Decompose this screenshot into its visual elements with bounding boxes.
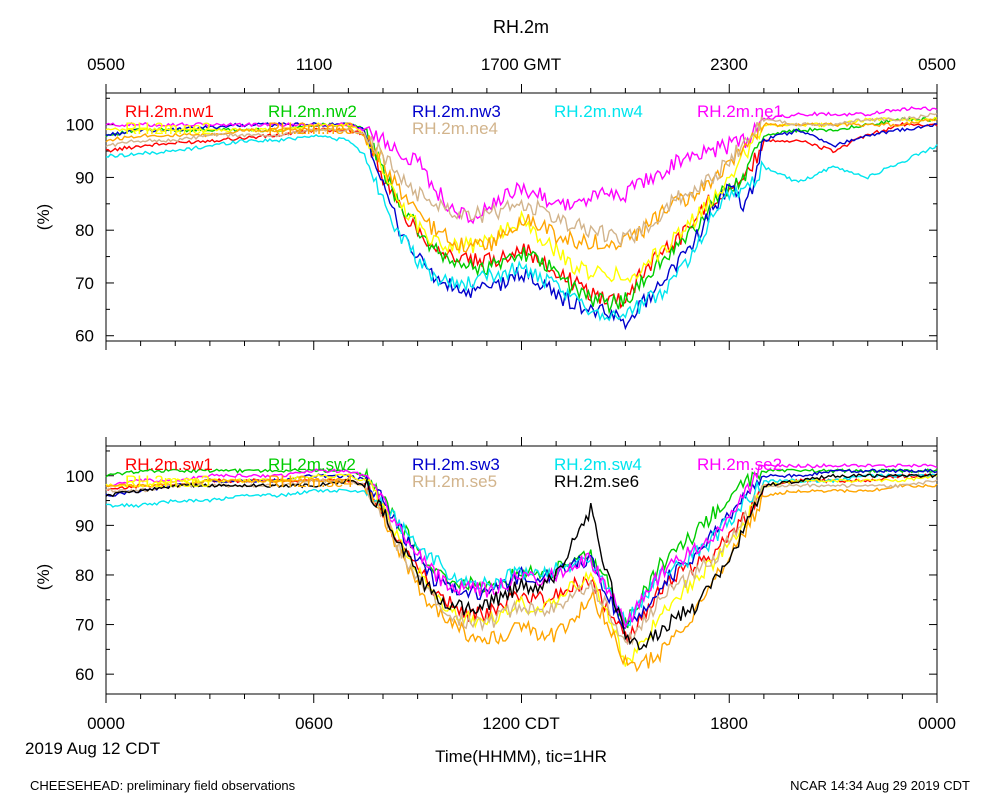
legend-label-rh-2m-nw3: RH.2m.nw3 [412,102,501,121]
legend-label-rh-2m-ne2: RH.2m.ne2 [125,119,211,138]
gmt-tick-label-3: 2300 [710,55,748,74]
series-line-rh-2m-se2 [106,463,938,629]
y-tick-label: 80 [75,221,94,240]
y-tick-label: 100 [66,467,94,486]
gmt-tick-label-1: 1100 [296,55,333,74]
gmt-tick-label-2: 1700 GMT [481,55,561,74]
series-line-rh-2m-sw3 [105,468,938,629]
series-line-rh-2m-ne1 [105,106,938,225]
bottom-panel-ticks: 60 70 80 90 100 [66,437,938,703]
legend-label-rh-2m-se3: RH.2m.se3 [125,472,210,491]
series-line-rh-2m-nw1 [105,121,938,309]
footer-left-credit: CHEESEHEAD: preliminary field observatio… [30,778,296,793]
legend-label-rh-2m-se6: RH.2m.se6 [554,472,639,491]
legend-label-rh-2m-ne1: RH.2m.ne1 [697,102,783,121]
series-line-rh-2m-se4 [105,478,938,673]
bottom-panel-legend: RH.2m.sw1 RH.2m.sw2 RH.2m.sw3 RH.2m.sw4 RH.2… [125,455,782,491]
series-line-rh-2m-sw2 [105,467,938,629]
bottom-panel-series [105,463,938,673]
legend-label-rh-2m-sw2: RH.2m.sw2 [268,455,356,474]
x-axis-label: Time(HHMM), tic=1HR [435,747,607,766]
legend-label-rh-2m-se5: RH.2m.se5 [412,472,497,491]
legend-label-rh-2m-nw4: RH.2m.nw4 [554,102,643,121]
cdt-tick-label-4: 0000 [918,714,956,733]
legend-label-rh-2m-ne4: RH.2m.ne4 [412,119,498,138]
footer-right-credit: NCAR 14:34 Aug 29 2019 CDT [790,778,970,793]
legend-label-rh-2m-sw4: RH.2m.sw4 [554,455,642,474]
gmt-tick-label-4: 0500 [918,55,956,74]
cdt-tick-label-0: 0000 [87,714,125,733]
top-panel-legend: RH.2m.nw1 RH.2m.nw2 RH.2m.nw3 RH.2m.nw4 RH.2… [125,102,783,138]
gmt-tick-label-0: 0500 [87,55,125,74]
top-gmt-axis-labels: 0500 1100 1700 GMT 2300 0500 [87,55,956,74]
top-panel-series [105,106,938,331]
y-tick-label: 90 [75,168,94,187]
y-tick-label: 90 [75,516,94,535]
series-line-rh-2m-se5 [105,478,938,646]
series-line-rh-2m-ne3 [105,118,938,253]
series-line-rh-2m-sw4 [105,473,938,627]
cdt-tick-label-2: 1200 CDT [482,714,559,733]
series-line-rh-2m-se6 [105,473,938,651]
series-line-rh-2m-nw3 [106,121,938,331]
legend-label-rh-2m-se4: RH.2m.se4 [268,472,353,491]
y-tick-label: 70 [75,274,94,293]
legend-label-rh-2m-nw2: RH.2m.nw2 [268,102,357,121]
series-line-rh-2m-nw4 [105,134,938,322]
y-tick-label: 80 [75,566,94,585]
legend-label-rh-2m-ne3: RH.2m.ne3 [268,119,354,138]
y-tick-label: 60 [75,665,94,684]
legend-label-rh-2m-se2: RH.2m.se2 [697,455,782,474]
y-tick-label: 70 [75,616,94,635]
series-line-rh-2m-se3 [105,473,938,667]
legend-label-rh-2m-sw1: RH.2m.sw1 [125,455,213,474]
top-panel-ticks: 60 70 80 90 100 [66,84,938,350]
date-label: 2019 Aug 12 CDT [25,739,160,758]
top-panel-ylabel: (%) [34,204,53,230]
legend-label-rh-2m-nw1: RH.2m.nw1 [125,102,214,121]
legend-label-rh-2m-sw3: RH.2m.sw3 [412,455,500,474]
cdt-tick-label-1: 0600 [295,714,333,733]
series-line-rh-2m-sw1 [105,473,938,646]
series-line-rh-2m-ne4 [105,112,938,247]
cdt-tick-label-3: 1800 [710,714,748,733]
y-tick-label: 100 [66,116,94,135]
y-tick-label: 60 [75,327,94,346]
figure-title: RH.2m [493,17,549,37]
bottom-cdt-axis-labels: 0000 0600 1200 CDT 1800 0000 [87,714,956,733]
bottom-panel-ylabel: (%) [34,564,53,590]
